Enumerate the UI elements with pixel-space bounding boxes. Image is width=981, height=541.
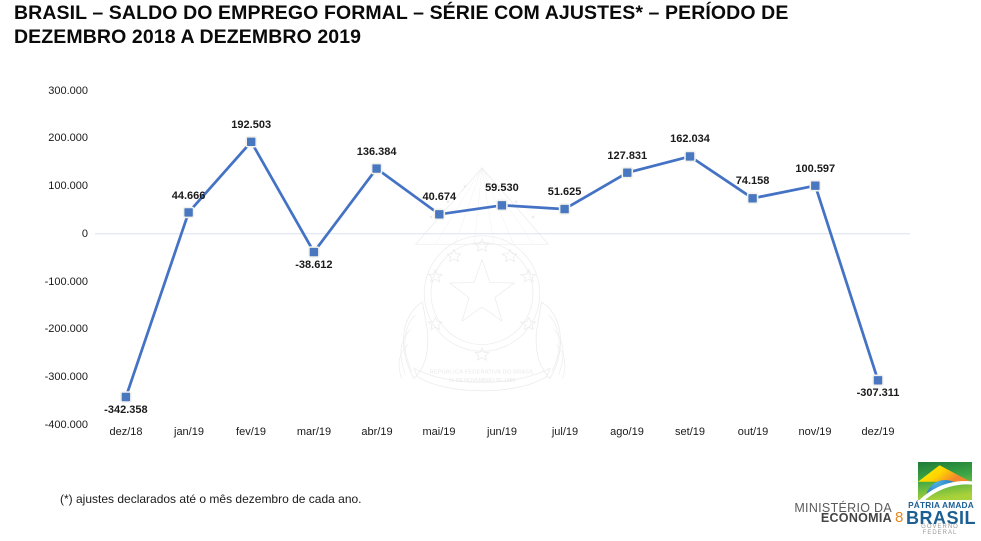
svg-text:REPÚBLICA FEDERATIVA DO BRASIL: REPÚBLICA FEDERATIVA DO BRASIL	[430, 368, 535, 375]
svg-text:15 DE NOVEMBRO DE 1889: 15 DE NOVEMBRO DE 1889	[449, 378, 516, 384]
